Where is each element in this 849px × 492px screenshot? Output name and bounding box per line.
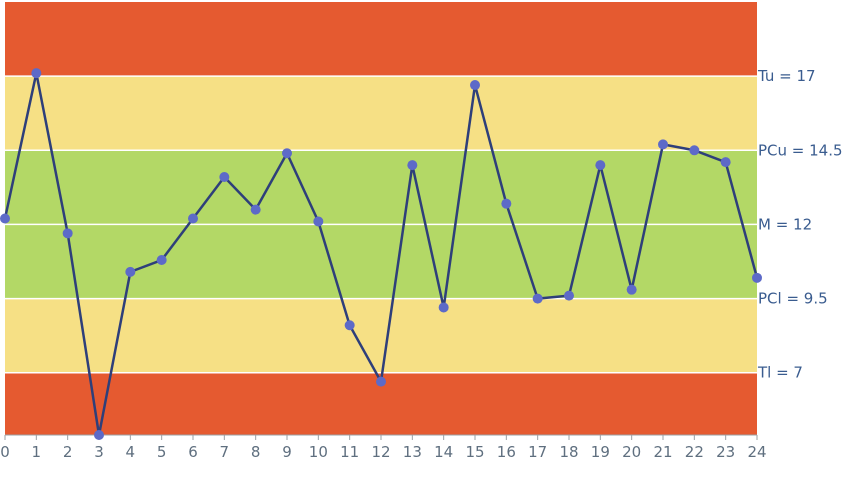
x-tick-12: 12 <box>371 435 391 461</box>
data-point-21[interactable] <box>658 139 668 150</box>
x-tick-label: 23 <box>716 443 735 461</box>
markers-layer <box>0 68 762 440</box>
x-tick-label: 19 <box>591 443 610 461</box>
data-point-6[interactable] <box>188 213 198 224</box>
x-tick-2: 2 <box>63 435 73 461</box>
x-tick-label: 6 <box>188 443 198 461</box>
x-tick-11: 11 <box>340 435 359 461</box>
x-tick-label: 16 <box>497 443 516 461</box>
band-1 <box>5 76 757 151</box>
x-tick-label: 9 <box>282 443 292 461</box>
x-tick-label: 14 <box>434 443 453 461</box>
x-tick-label: 22 <box>685 443 704 461</box>
reference-lines-layer <box>5 75 757 374</box>
data-point-12[interactable] <box>376 376 386 387</box>
reference-labels-layer: Tu = 17 PCu = 14.5 M = 12 PCl = 9.5 Tl = 7 <box>757 67 843 382</box>
x-tick-label: 4 <box>126 443 136 461</box>
x-tick-7: 7 <box>220 435 230 461</box>
data-point-22[interactable] <box>689 145 700 156</box>
x-tick-label: 20 <box>622 443 641 461</box>
x-tick-24: 24 <box>747 435 767 461</box>
x-tick-label: 18 <box>559 443 578 461</box>
x-tick-label: 12 <box>371 443 390 461</box>
x-tick-4: 4 <box>126 435 136 461</box>
reference-label-4: Tl = 7 <box>757 364 803 382</box>
x-tick-label: 0 <box>0 443 10 461</box>
data-point-18[interactable] <box>564 290 574 301</box>
x-tick-10: 10 <box>309 435 328 461</box>
data-point-3[interactable] <box>94 430 104 440</box>
x-tick-23: 23 <box>716 435 735 461</box>
data-point-16[interactable] <box>501 198 512 209</box>
data-point-23[interactable] <box>720 157 731 168</box>
x-tick-20: 20 <box>622 435 641 461</box>
reference-label-1: PCu = 14.5 <box>758 141 843 159</box>
x-tick-14: 14 <box>434 435 453 461</box>
data-point-13[interactable] <box>407 160 418 171</box>
data-point-4[interactable] <box>125 266 136 277</box>
data-point-5[interactable] <box>156 255 167 266</box>
data-point-8[interactable] <box>250 204 261 215</box>
x-tick-9: 9 <box>282 435 292 461</box>
x-tick-label: 3 <box>94 443 104 461</box>
x-tick-0: 0 <box>0 435 10 461</box>
x-tick-1: 1 <box>32 435 42 461</box>
data-point-1[interactable] <box>31 68 42 79</box>
data-point-9[interactable] <box>282 148 292 159</box>
x-tick-label: 15 <box>465 443 484 461</box>
reference-label-2: M = 12 <box>758 215 812 233</box>
data-point-10[interactable] <box>313 216 324 227</box>
data-point-15[interactable] <box>470 80 480 91</box>
x-tick-15: 15 <box>465 435 485 461</box>
reference-label-0: Tu = 17 <box>757 67 816 85</box>
data-point-19[interactable] <box>595 160 606 171</box>
reference-label-3: PCl = 9.5 <box>758 290 828 308</box>
data-point-7[interactable] <box>219 171 230 182</box>
x-tick-16: 16 <box>497 435 516 461</box>
x-tick-label: 10 <box>309 443 328 461</box>
data-point-17[interactable] <box>532 293 543 304</box>
x-tick-21: 21 <box>653 435 673 461</box>
x-tick-label: 5 <box>157 443 167 461</box>
x-tick-label: 2 <box>63 443 73 461</box>
x-tick-label: 8 <box>251 443 261 461</box>
x-axis: 0 1 2 3 4 5 6 7 8 9 10 11 12 13 14 15 16 17 18 19 20 21 22 23 24 <box>0 434 767 461</box>
data-point-11[interactable] <box>344 320 355 331</box>
x-tick-8: 8 <box>251 435 261 461</box>
x-tick-label: 24 <box>747 443 766 461</box>
data-point-14[interactable] <box>438 302 449 313</box>
bands-layer <box>5 2 757 435</box>
x-tick-label: 17 <box>528 443 547 461</box>
x-tick-6: 6 <box>188 435 198 461</box>
data-point-0[interactable] <box>0 213 10 224</box>
x-tick-5: 5 <box>157 435 167 461</box>
x-tick-label: 11 <box>340 443 359 461</box>
data-point-20[interactable] <box>626 284 637 295</box>
x-tick-17: 17 <box>528 435 547 461</box>
data-point-2[interactable] <box>62 228 73 239</box>
x-tick-19: 19 <box>591 435 610 461</box>
x-tick-label: 13 <box>403 443 422 461</box>
x-tick-label: 7 <box>220 443 230 461</box>
data-point-24[interactable] <box>752 272 762 283</box>
band-0 <box>5 2 757 77</box>
x-tick-22: 22 <box>685 435 704 461</box>
x-tick-13: 13 <box>403 435 422 461</box>
band-3 <box>5 298 757 373</box>
x-tick-label: 21 <box>653 443 672 461</box>
x-tick-18: 18 <box>559 435 579 461</box>
x-tick-label: 1 <box>32 443 42 461</box>
